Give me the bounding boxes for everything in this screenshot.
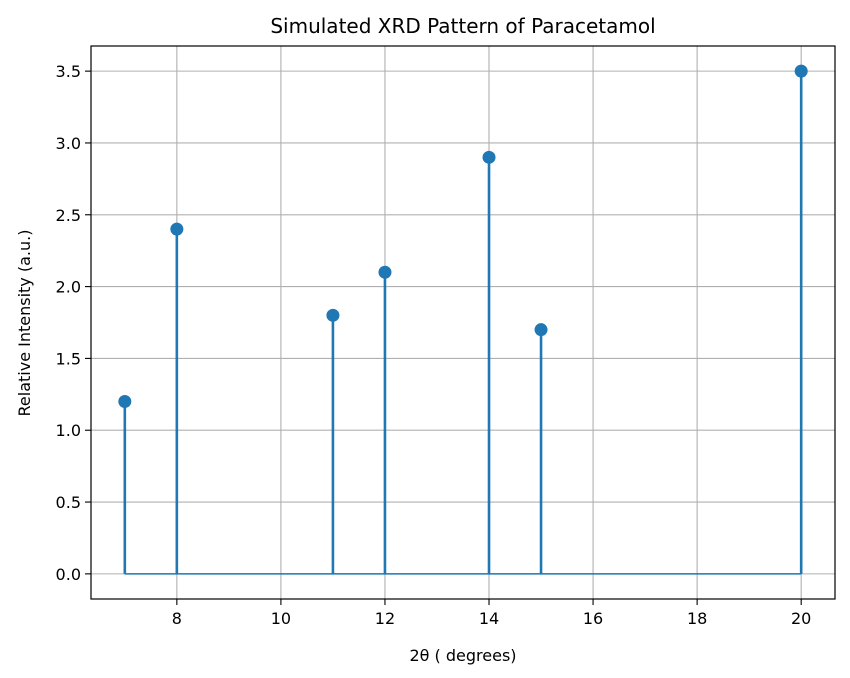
x-axis-ticks: 8 10 12 14 16 18 20 xyxy=(172,599,811,628)
x-tick-label: 8 xyxy=(172,609,182,628)
stem-markers xyxy=(118,64,808,408)
x-tick-label: 20 xyxy=(791,609,811,628)
stem-lines xyxy=(123,71,803,574)
x-tick-label: 18 xyxy=(687,609,707,628)
y-axis-ticks: 0.0 0.5 1.0 1.5 2.0 2.5 3.0 3.5 xyxy=(56,62,91,584)
stem-marker xyxy=(794,64,808,78)
y-tick-label: 1.0 xyxy=(56,421,81,440)
stem-marker xyxy=(482,150,496,164)
y-tick-label: 2.0 xyxy=(56,278,81,297)
y-tick-label: 1.5 xyxy=(56,349,81,368)
x-tick-label: 16 xyxy=(583,609,603,628)
stem-marker xyxy=(534,323,548,337)
stem-marker xyxy=(378,265,392,279)
y-tick-label: 2.5 xyxy=(56,206,81,225)
y-tick-label: 3.0 xyxy=(56,134,81,153)
x-tick-label: 14 xyxy=(479,609,499,628)
stem-marker xyxy=(170,222,184,236)
plot-frame xyxy=(90,45,836,600)
y-tick-label: 0.0 xyxy=(56,565,81,584)
stem-marker xyxy=(118,395,132,408)
x-axis-label: 2θ ( degrees) xyxy=(409,646,516,665)
x-tick-label: 10 xyxy=(271,609,291,628)
chart-title: Simulated XRD Pattern of Paracetamol xyxy=(270,14,655,38)
x-tick-label: 12 xyxy=(375,609,395,628)
stem-marker xyxy=(326,308,340,322)
grid-lines xyxy=(91,46,835,599)
y-tick-label: 3.5 xyxy=(56,62,81,81)
y-axis-label: Relative Intensity (a.u.) xyxy=(15,230,34,417)
y-tick-label: 0.5 xyxy=(56,493,81,512)
